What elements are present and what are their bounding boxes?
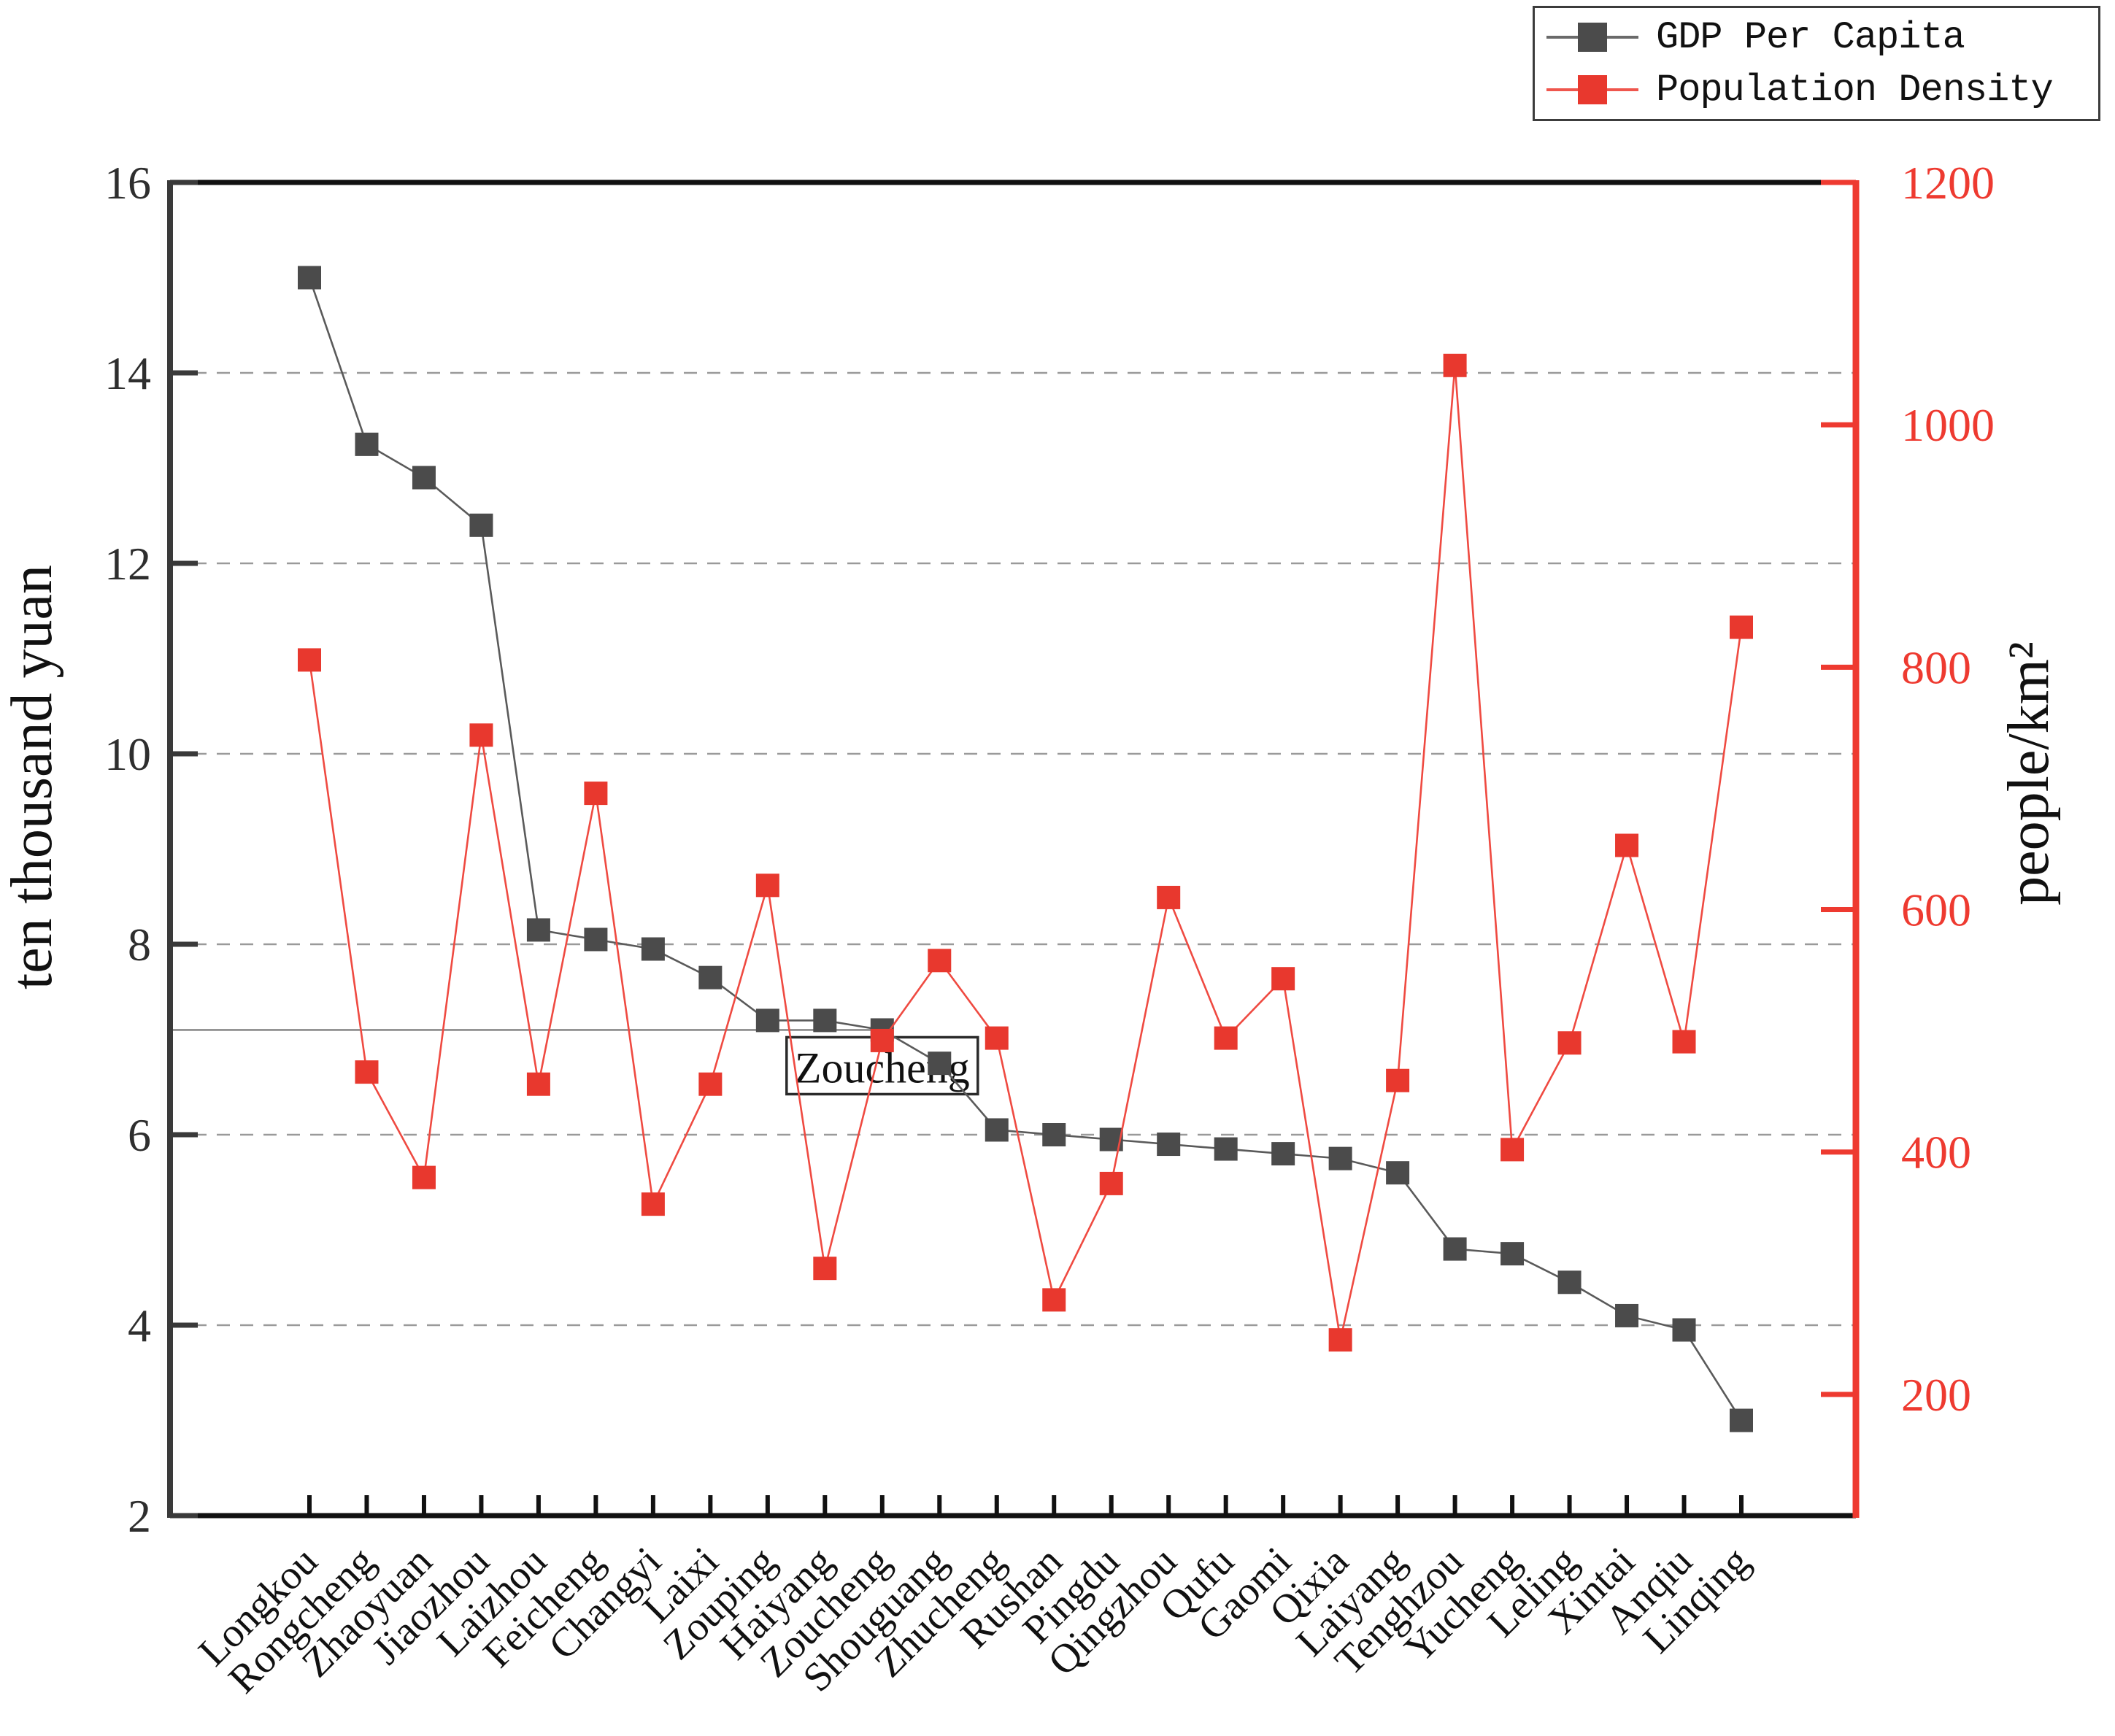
right-tick-label-800: 800 — [1901, 641, 1971, 693]
left-tick-label-14: 14 — [104, 347, 151, 399]
left-tick-label-6: 6 — [128, 1109, 151, 1161]
marker-Jiaozhou — [469, 723, 493, 747]
marker-Feicheng — [584, 927, 608, 952]
marker-Tenghzou — [1443, 353, 1467, 377]
left-tick-label-2: 2 — [128, 1490, 151, 1542]
left-tick-label-12: 12 — [104, 538, 151, 590]
gdp-series-marker-icon — [1546, 23, 1638, 52]
marker-Feicheng — [584, 782, 608, 806]
marker-Tenghzou — [1443, 1237, 1467, 1261]
x-axis: LongkouRongchengZhaoyuanJiaozhouLaizhouF… — [190, 1495, 1758, 1702]
right-tick-label-200: 200 — [1901, 1369, 1971, 1421]
marker-Qixia — [1328, 1146, 1352, 1170]
marker-Anqiu — [1672, 1030, 1696, 1054]
marker-Rushan — [1042, 1123, 1066, 1146]
marker-Leling — [1557, 1270, 1582, 1295]
marker-Changyi — [641, 1192, 665, 1216]
marker-Shouguang — [928, 949, 952, 973]
marker-Gaomi — [1271, 967, 1295, 991]
marker-Jiaozhou — [469, 513, 493, 537]
chart-legend: GDP Per Capita Population Density — [1533, 6, 2100, 121]
marker-Qingzhou — [1157, 1133, 1181, 1157]
marker-Laizhou — [526, 918, 550, 942]
marker-Zhucheng — [985, 1118, 1009, 1142]
marker-Zhaoyuan — [412, 466, 436, 490]
marker-Haiyang — [813, 1008, 837, 1033]
marker-Laizhou — [526, 1072, 550, 1096]
legend-label-gdp: GDP Per Capita — [1656, 15, 1965, 59]
right-tick-label-1200: 1200 — [1901, 157, 1995, 209]
right-tick-label-400: 400 — [1901, 1127, 1971, 1178]
marker-Qufu — [1214, 1026, 1238, 1050]
legend-label-density: Population Density — [1656, 68, 2054, 112]
right-tick-label-600: 600 — [1901, 884, 1971, 936]
marker-Linqing — [1730, 1408, 1753, 1432]
marker-Qixia — [1328, 1328, 1352, 1352]
marker-Qingzhou — [1157, 885, 1181, 909]
left-tick-label-8: 8 — [128, 919, 151, 971]
left-axis: 16 14 12 10 8 6 4 2 ten thousand yuan — [0, 157, 198, 1542]
marker-Pingdu — [1099, 1171, 1123, 1195]
axes-spines — [167, 180, 1860, 1519]
marker-Zouping — [755, 1008, 779, 1033]
marker-Zhaoyuan — [412, 1165, 436, 1189]
marker-Xintai — [1615, 833, 1639, 857]
marker-Laiyang — [1386, 1068, 1410, 1092]
marker-Leling — [1557, 1031, 1582, 1055]
marker-Linqing — [1730, 615, 1753, 639]
density-series-marker-icon — [1546, 75, 1638, 104]
marker-Rushan — [1042, 1288, 1066, 1312]
left-tick-label-16: 16 — [104, 157, 151, 209]
marker-Laixi — [698, 1072, 723, 1096]
marker-Qufu — [1214, 1137, 1238, 1161]
series-gdp-per-capita — [298, 266, 1753, 1432]
gridlines — [170, 371, 1856, 1327]
right-axis-title: people/km² — [1997, 641, 2061, 906]
marker-Rongcheng — [355, 432, 379, 456]
marker-Longkou — [298, 266, 321, 290]
marker-Yucheng — [1500, 1242, 1525, 1266]
marker-Changyi — [641, 937, 665, 961]
marker-Yucheng — [1500, 1138, 1525, 1162]
marker-Rongcheng — [355, 1060, 379, 1084]
right-tick-label-1000: 1000 — [1901, 399, 1995, 451]
marker-Laiyang — [1386, 1161, 1410, 1185]
left-tick-label-10: 10 — [104, 728, 151, 780]
marker-Shouguang — [928, 1052, 952, 1076]
legend-item-gdp: GDP Per Capita — [1535, 13, 2098, 61]
marker-Zouping — [755, 873, 779, 898]
left-axis-title: ten thousand yuan — [0, 565, 64, 989]
series-population-density — [298, 353, 1753, 1352]
marker-Anqiu — [1672, 1318, 1696, 1342]
series-line — [308, 365, 1743, 1340]
marker-Haiyang — [813, 1257, 837, 1281]
marker-Zoucheng — [870, 1028, 894, 1052]
series-line — [308, 277, 1743, 1421]
marker-Gaomi — [1271, 1142, 1295, 1166]
marker-Xintai — [1615, 1303, 1639, 1327]
legend-item-density: Population Density — [1535, 66, 2098, 114]
marker-Zhucheng — [985, 1026, 1009, 1050]
left-tick-label-4: 4 — [128, 1300, 151, 1351]
right-axis: 1200 1000 800 600 400 200 people/km² — [1821, 157, 2061, 1421]
marker-Laixi — [698, 965, 723, 989]
marker-Longkou — [298, 648, 321, 672]
